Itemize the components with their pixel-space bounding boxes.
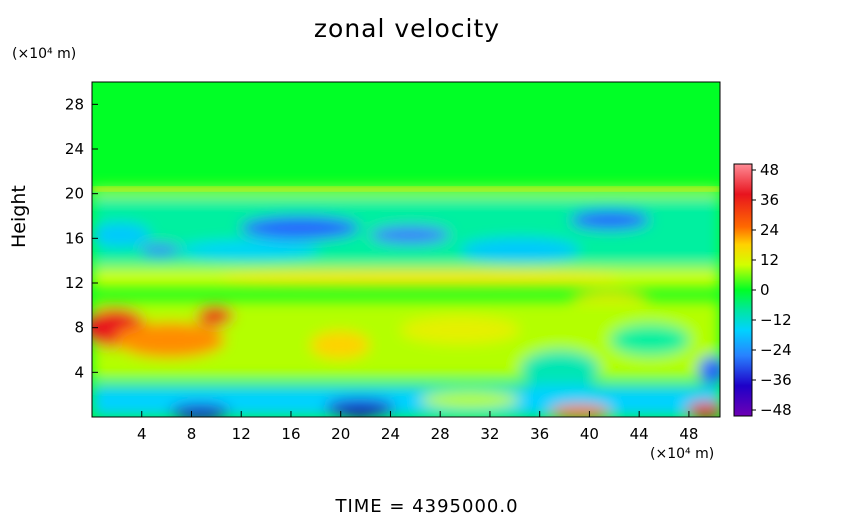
x-tick-label: 16	[281, 425, 300, 443]
x-tick-label: 4	[137, 425, 147, 443]
y-tick-label: 24	[65, 140, 84, 158]
chart-title: zonal velocity	[313, 14, 501, 43]
x-axis-unit: (×10⁴ m)	[650, 446, 715, 462]
y-tick-label: 20	[65, 185, 84, 203]
x-axis-ticks: 4 8 12 16 20 24 28 32 36 40 44 48	[137, 411, 698, 443]
colorbar-tick-label: −36	[760, 371, 792, 389]
x-tick-label: 32	[480, 425, 499, 443]
colorbar-tick-label: 24	[760, 221, 779, 239]
colorbar	[733, 163, 753, 417]
colorbar-tick-label: 36	[760, 191, 779, 209]
colorbar-tick-label: −48	[760, 401, 792, 419]
x-tick-label: 48	[679, 425, 698, 443]
colorbar-tick-label: 48	[760, 161, 779, 179]
colorbar-ticks: 48 36 24 12 0 −12 −24 −36 −48	[752, 161, 792, 419]
time-footer: TIME = 4395000.0	[335, 496, 519, 517]
x-tick-label: 28	[431, 425, 450, 443]
colorbar-tick-label: −12	[760, 311, 792, 329]
y-axis-ticks: 4 8 12 16 20 24 28	[65, 95, 98, 381]
velocity-blobs	[92, 188, 720, 417]
y-tick-label: 12	[65, 274, 84, 292]
colorbar-tick-label: 0	[760, 281, 770, 299]
x-tick-label: 12	[232, 425, 251, 443]
x-tick-label: 44	[630, 425, 649, 443]
y-tick-label: 8	[74, 319, 84, 337]
y-axis-unit: (×10⁴ m)	[12, 46, 77, 62]
plot-frame	[91, 81, 721, 418]
y-tick-label: 16	[65, 229, 84, 247]
x-tick-label: 8	[187, 425, 197, 443]
y-tick-label: 28	[65, 95, 84, 113]
colorbar-tick-label: −24	[760, 341, 792, 359]
x-tick-label: 36	[530, 425, 549, 443]
colorbar-tick-label: 12	[760, 251, 779, 269]
x-tick-label: 40	[580, 425, 599, 443]
x-tick-label: 20	[331, 425, 350, 443]
y-tick-label: 4	[74, 363, 84, 381]
heatmap-field	[92, 82, 720, 417]
x-tick-label: 24	[381, 425, 400, 443]
